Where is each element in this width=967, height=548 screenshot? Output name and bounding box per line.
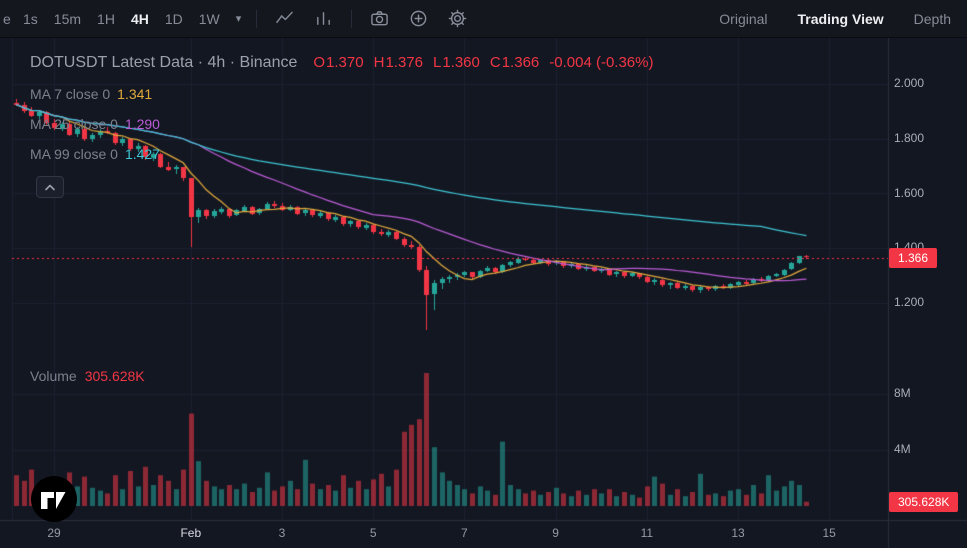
time-axis-tick: 11: [640, 526, 654, 540]
ma-row-99[interactable]: MA 99 close 0 1.427: [30, 146, 653, 162]
timeframe-1H[interactable]: 1H: [89, 7, 123, 31]
time-axis-tick: 13: [731, 526, 745, 540]
cropped-timeframe-label[interactable]: e: [3, 10, 11, 27]
time-axis-tick: 15: [822, 526, 836, 540]
view-tab-group: Original Trading View Depth: [719, 7, 951, 31]
chart-style-button[interactable]: [266, 5, 303, 32]
collapse-indicators-button[interactable]: [36, 176, 64, 198]
low-value: 1.360: [442, 54, 480, 71]
time-axis-tick: 29: [47, 526, 61, 540]
ma7-label: MA 7 close 0: [30, 86, 111, 102]
timeframe-1D[interactable]: 1D: [157, 7, 191, 31]
snapshot-button[interactable]: [361, 5, 398, 32]
ma99-label: MA 99 close 0: [30, 146, 118, 162]
time-axis-tick: 5: [369, 526, 377, 540]
ma-row-25[interactable]: MA 25 close 0 1.290: [30, 116, 653, 132]
ma99-value: 1.427: [124, 146, 160, 162]
open-value: 1.370: [326, 54, 364, 71]
settings-icon: [448, 9, 467, 28]
timeframe-15m[interactable]: 15m: [46, 7, 89, 31]
top-toolbar: e 1s 15m 1H 4H 1D 1W ▾: [0, 0, 967, 38]
price-chart-canvas[interactable]: [0, 38, 967, 548]
open-label: O: [313, 54, 326, 71]
time-axis-tick: Feb: [180, 526, 202, 540]
tradingview-watermark[interactable]: [30, 475, 78, 523]
add-alert-button[interactable]: [400, 5, 437, 32]
timeframe-1W[interactable]: 1W: [191, 7, 228, 31]
price-axis-tick: 1.600: [894, 185, 925, 200]
price-axis-tick: 1.800: [894, 130, 925, 145]
volume-legend[interactable]: Volume 305.628K: [30, 368, 145, 384]
chevron-up-icon: [45, 184, 55, 190]
low-label: L: [432, 54, 442, 71]
chart-settings-button[interactable]: [439, 5, 476, 32]
ohlc-values: O1.370 H1.376 L1.360 C1.366 -0.004 (-0.3…: [313, 54, 653, 71]
ma25-value: 1.290: [124, 116, 160, 132]
last-volume-badge: 305.628K: [889, 492, 959, 513]
price-change: -0.004 (-0.36%): [549, 54, 654, 71]
volume-value: 305.628K: [84, 368, 145, 384]
high-label: H: [373, 54, 385, 71]
ma7-value: 1.341: [117, 86, 153, 102]
close-value: 1.366: [501, 54, 540, 71]
timeframe-1s[interactable]: 1s: [15, 7, 46, 31]
high-value: 1.376: [385, 54, 423, 71]
price-axis-tick: 1.200: [894, 295, 925, 309]
time-axis-tick: 3: [278, 526, 286, 540]
camera-icon: [371, 11, 389, 26]
volume-axis-tick: 8M: [894, 386, 911, 400]
tab-depth[interactable]: Depth: [914, 7, 951, 31]
chart-style-icon: [276, 11, 294, 24]
add-circle-icon: [410, 10, 427, 27]
tab-original[interactable]: Original: [719, 7, 767, 31]
ma25-label: MA 25 close 0: [30, 116, 118, 132]
chart-area: DOTUSDT Latest Data · 4h · Binance O1.37…: [0, 38, 967, 548]
timeframe-4H[interactable]: 4H: [123, 7, 157, 31]
indicators-button[interactable]: [305, 5, 342, 32]
close-label: C: [489, 54, 501, 71]
last-price-badge: 1.366: [889, 248, 938, 269]
toolbar-separator: [351, 9, 353, 28]
volume-label: Volume: [30, 368, 77, 384]
ma-row-7[interactable]: MA 7 close 0 1.341: [30, 86, 653, 102]
price-axis-tick: 2.000: [894, 76, 925, 90]
legend-title-row: DOTUSDT Latest Data · 4h · Binance O1.37…: [30, 54, 653, 76]
indicators-icon: [317, 12, 331, 25]
time-axis-tick: 9: [552, 526, 559, 540]
timeframe-group: 1s 15m 1H 4H 1D 1W: [15, 7, 228, 31]
symbol-title[interactable]: DOTUSDT Latest Data · 4h · Binance: [30, 54, 298, 71]
volume-axis-tick: 4M: [894, 442, 911, 456]
time-axis-tick: 7: [461, 526, 468, 540]
timeframe-dropdown-caret[interactable]: ▾: [230, 8, 248, 29]
toolbar-separator: [256, 9, 258, 28]
chart-legend: DOTUSDT Latest Data · 4h · Binance O1.37…: [30, 54, 653, 162]
toolbar-left-group: e 1s 15m 1H 4H 1D 1W ▾: [3, 5, 476, 32]
tab-trading-view[interactable]: Trading View: [798, 7, 884, 31]
